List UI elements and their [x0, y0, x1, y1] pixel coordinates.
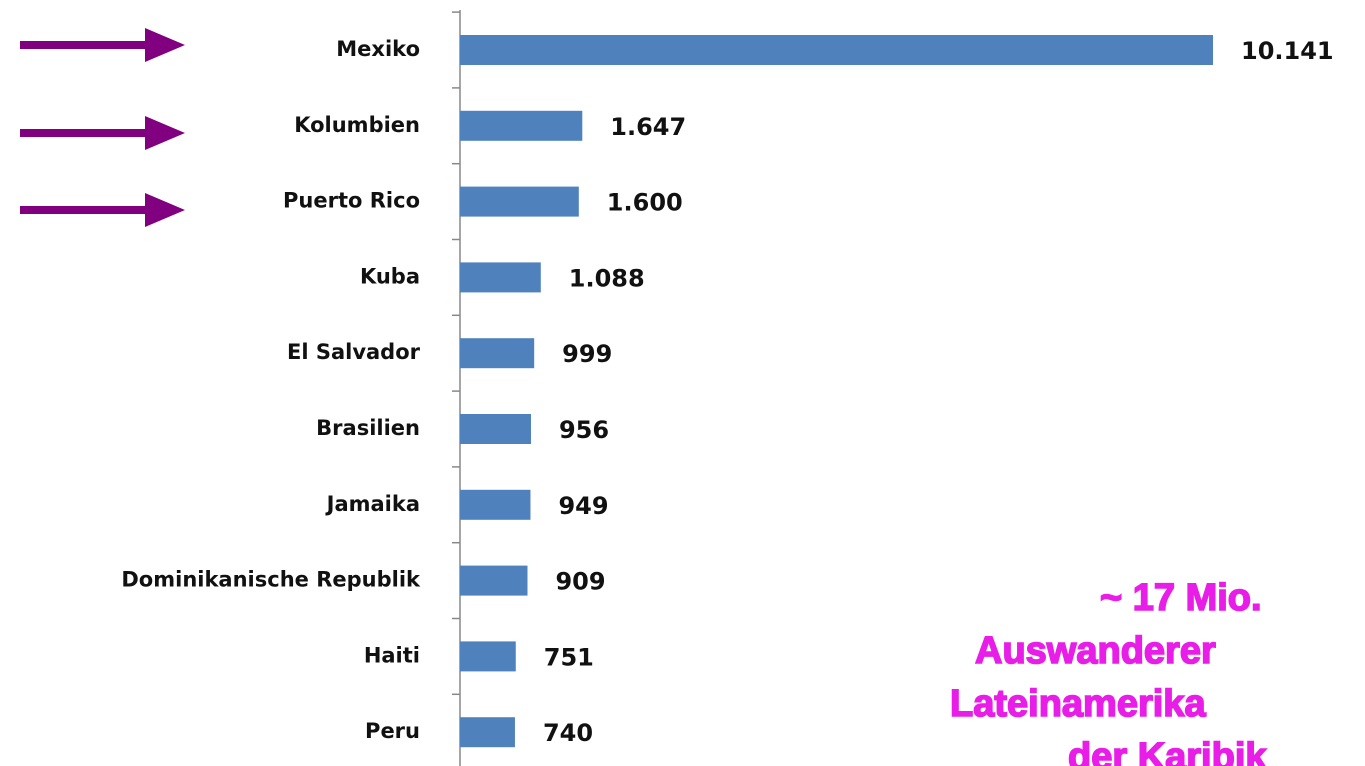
category-label: Kuba [360, 264, 420, 288]
arrow-head [145, 193, 185, 227]
bar [460, 489, 531, 520]
category-label: Peru [365, 719, 420, 743]
value-label: 1.088 [569, 264, 645, 292]
value-label: 740 [543, 719, 593, 747]
arrow-head [145, 116, 185, 150]
value-label: 956 [559, 416, 609, 444]
bar [460, 414, 531, 444]
category-label: Haiti [364, 643, 420, 667]
bar [460, 186, 579, 217]
category-label: Puerto Rico [283, 189, 420, 213]
arrows [20, 28, 185, 227]
value-label: 1.600 [607, 189, 683, 217]
bar [460, 641, 516, 672]
bar [460, 35, 1213, 65]
category-label: Kolumbien [294, 113, 420, 137]
category-label: Jamaika [325, 492, 420, 516]
category-label: Brasilien [316, 416, 420, 440]
value-label: 10.141 [1241, 37, 1334, 65]
bar [460, 338, 535, 369]
value-label: 1.647 [610, 113, 686, 141]
bar [460, 110, 583, 141]
arrow-head [145, 28, 185, 62]
category-label: Mexiko [336, 37, 420, 61]
annotation: Lateinamerika [950, 683, 1206, 725]
value-label: 949 [558, 492, 608, 520]
bar [460, 565, 528, 596]
annotation: der Karibik [1068, 736, 1267, 766]
value-label: 909 [555, 568, 605, 596]
bar [460, 717, 515, 748]
value-label: 999 [562, 340, 612, 368]
annotation: Auswanderer [975, 630, 1216, 672]
annotation: ~ 17 Mio. [1100, 577, 1262, 619]
value-label: 751 [544, 643, 594, 671]
bar [460, 262, 541, 293]
category-label: El Salvador [287, 340, 421, 364]
category-label: Dominikanische Republik [121, 568, 421, 592]
